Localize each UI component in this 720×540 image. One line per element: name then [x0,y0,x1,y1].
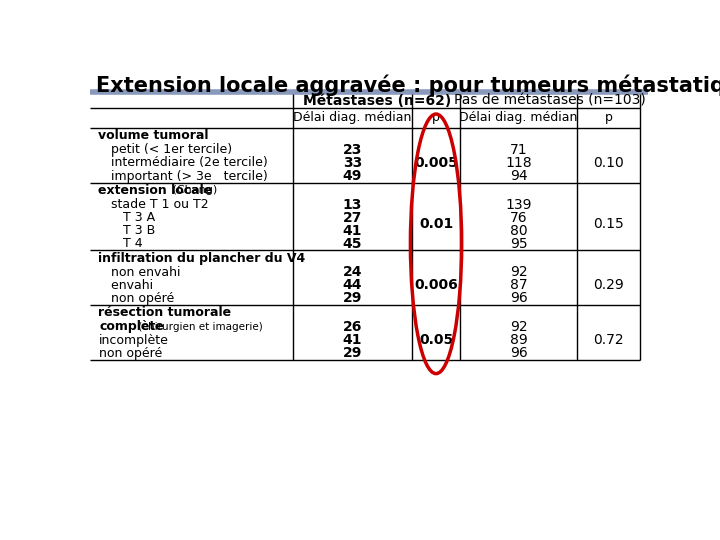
Text: 49: 49 [343,169,362,183]
Text: 118: 118 [505,156,532,170]
Text: intermédiaire (2e tercile): intermédiaire (2e tercile) [99,157,268,170]
Text: petit (< 1er tercile): petit (< 1er tercile) [99,144,233,157]
Text: envahi: envahi [99,279,153,292]
Text: T 3 A: T 3 A [99,211,156,224]
Text: 92: 92 [510,320,527,334]
Text: 96: 96 [510,292,528,306]
Text: infiltration du plancher du V4: infiltration du plancher du V4 [98,252,305,265]
Text: incomplète: incomplète [99,334,169,347]
Text: 24: 24 [343,265,362,279]
Text: 45: 45 [343,237,362,251]
Text: 89: 89 [510,333,528,347]
Text: 0.29: 0.29 [593,279,624,292]
Text: 23: 23 [343,143,362,157]
Text: 0.72: 0.72 [593,333,624,347]
Text: résection tumorale: résection tumorale [98,306,231,319]
Text: 0.005: 0.005 [414,156,458,170]
Text: extension locale: extension locale [98,184,212,197]
Text: non opéré: non opéré [99,347,163,360]
Text: 71: 71 [510,143,527,157]
Text: 0.01: 0.01 [419,217,453,231]
Text: 0.10: 0.10 [593,156,624,170]
Text: 80: 80 [510,224,527,238]
Text: Extension locale aggravée : pour tumeurs métastatiques: Extension locale aggravée : pour tumeurs… [96,74,720,96]
Text: 29: 29 [343,346,362,360]
Text: (chirurgien et imagerie): (chirurgien et imagerie) [135,322,263,332]
Text: volume tumoral: volume tumoral [98,129,208,142]
Text: 96: 96 [510,346,528,360]
Text: stade T 1 ou T2: stade T 1 ou T2 [99,198,209,211]
Text: 41: 41 [343,333,362,347]
Text: 29: 29 [343,292,362,306]
Text: T 4: T 4 [99,237,143,251]
Text: Délai diag. médian: Délai diag. médian [293,111,412,124]
Text: 0.05: 0.05 [419,333,453,347]
Text: 87: 87 [510,279,527,292]
Text: 94: 94 [510,169,527,183]
Text: p: p [432,111,440,124]
Text: 41: 41 [343,224,362,238]
Text: Pas de métastases (n=103): Pas de métastases (n=103) [454,94,647,108]
Text: 139: 139 [505,198,532,212]
Text: 13: 13 [343,198,362,212]
Text: 0.006: 0.006 [414,279,458,292]
Text: 27: 27 [343,211,362,225]
Text: Métastases (n=62): Métastases (n=62) [302,94,451,108]
Text: (Chang): (Chang) [168,185,217,195]
Text: complète: complète [99,320,164,334]
Text: 92: 92 [510,265,527,279]
Text: 33: 33 [343,156,362,170]
Text: T 3 B: T 3 B [99,224,156,237]
Text: Délai diag. médian: Délai diag. médian [459,111,577,124]
Text: 76: 76 [510,211,527,225]
Text: 0.15: 0.15 [593,217,624,231]
Text: 95: 95 [510,237,527,251]
Text: non opéré: non opéré [99,292,174,305]
Text: p: p [605,111,613,124]
Text: 26: 26 [343,320,362,334]
Text: 44: 44 [343,279,362,292]
Text: important (> 3e   tercile): important (> 3e tercile) [99,170,268,183]
Text: non envahi: non envahi [99,266,181,279]
